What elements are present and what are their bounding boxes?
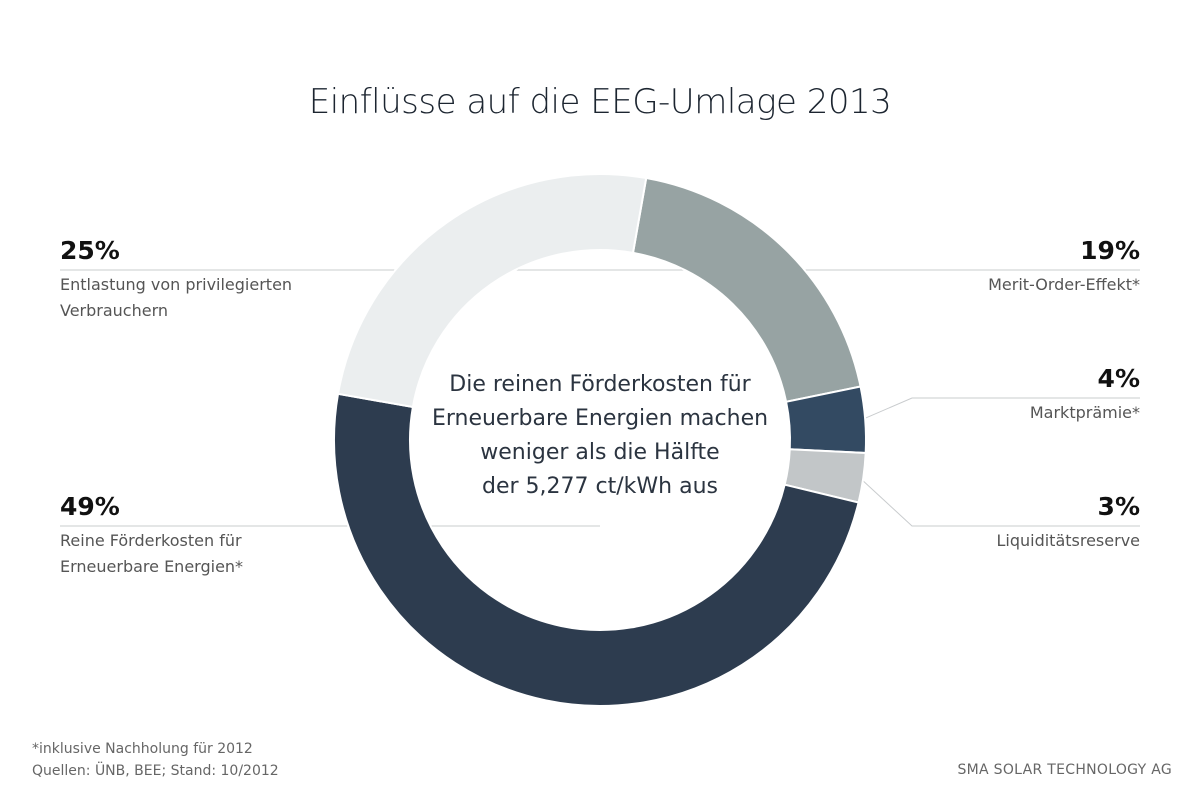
slice-label: Marktprämie* <box>1029 403 1140 422</box>
center-text-line: weniger als die Hälfte <box>480 440 720 465</box>
slice-label-line: Entlastung von privilegierten <box>60 275 293 294</box>
label-entlastung: 25% Entlastung von privilegierten Verbra… <box>60 236 292 324</box>
percent-label: 19% <box>1080 236 1140 265</box>
label-liquiditaetsreserve: 3% Liquiditätsreserve <box>996 492 1140 554</box>
leader-line <box>861 397 1140 421</box>
source-line: Quellen: ÜNB, BEE; Stand: 10/2012 <box>32 763 279 779</box>
label-merit-order: 19% Merit-Order-Effekt* <box>988 236 1140 298</box>
footnote: *inklusive Nachholung für 2012 Quellen: … <box>32 738 279 782</box>
footnote-line: *inklusive Nachholung für 2012 <box>32 741 253 757</box>
label-marktpraemie: 4% Marktprämie* <box>1030 364 1140 426</box>
percent-label: 3% <box>1097 492 1140 521</box>
slice-label-line: Reine Förderkosten für <box>60 531 242 550</box>
percent-label: 49% <box>60 492 120 521</box>
center-text: Die reinen Förderkosten für Erneuerbare … <box>420 368 780 504</box>
slice-label: Merit-Order-Effekt* <box>988 275 1140 294</box>
donut-slice <box>333 392 860 707</box>
slice-label-line: Verbrauchern <box>60 301 169 320</box>
center-text-line: der 5,277 ct/kWh aus <box>482 474 718 499</box>
percent-label: 25% <box>60 236 120 265</box>
leader-line <box>858 477 1140 527</box>
brand-label: SMA SOLAR TECHNOLOGY AG <box>957 762 1172 778</box>
slice-label: Reine Förderkosten für Erneuerbare Energ… <box>60 528 243 580</box>
center-text-line: Die reinen Förderkosten für <box>449 372 751 397</box>
slice-label: Liquiditätsreserve <box>996 531 1140 550</box>
chart-title: Einflüsse auf die EEG-Umlage 2013 <box>308 82 892 122</box>
center-text-line: Erneuerbare Energien machen <box>431 406 769 431</box>
percent-label: 4% <box>1097 364 1140 393</box>
slice-label-line: Erneuerbare Energien* <box>60 557 244 576</box>
slice-label: Entlastung von privilegierten Verbrauche… <box>60 272 292 324</box>
donut-slice <box>336 173 648 409</box>
donut-slices <box>333 173 867 707</box>
label-foerderkosten: 49% Reine Förderkosten für Erneuerbare E… <box>60 492 243 580</box>
